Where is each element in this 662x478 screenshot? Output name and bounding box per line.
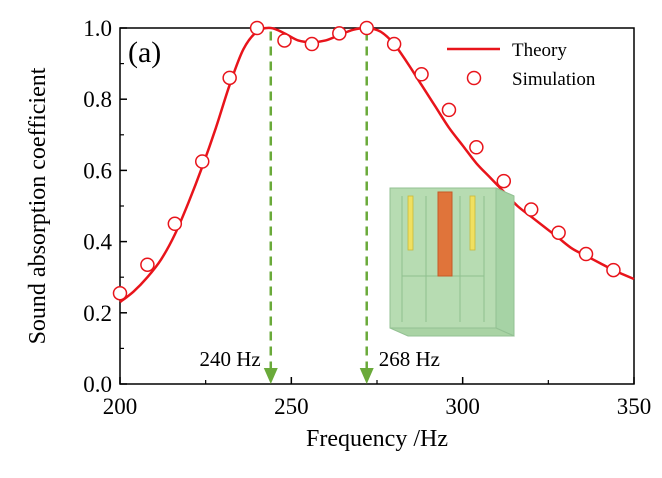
model-bottom-edge [389, 327, 515, 337]
y-tick-label: 0.4 [83, 230, 112, 255]
x-axis-title: Frequency /Hz [306, 426, 448, 452]
legend-label-simulation: Simulation [512, 69, 596, 90]
x-tick-label: 250 [274, 394, 309, 419]
annotation-layer: 240 Hz 268 Hz [200, 31, 440, 384]
x-tick-label: 300 [445, 394, 480, 419]
simulation-point [523, 202, 539, 217]
legend-label-theory: Theory [512, 40, 567, 61]
simulation-point [304, 36, 320, 52]
y-axis-title: Sound absorption coefficient [25, 67, 51, 344]
simulation-point [194, 154, 210, 169]
y-tick-label: 0.8 [83, 87, 112, 112]
simulation-point [167, 216, 183, 232]
simulation-point [332, 26, 347, 41]
simulation-point [496, 173, 512, 189]
simulation-point [578, 246, 594, 262]
model-side-face [495, 187, 515, 337]
simulation-point [469, 140, 484, 155]
y-tick-label: 0.2 [83, 301, 112, 326]
annotation-arrowhead [359, 368, 374, 384]
y-tick-label: 0.6 [83, 158, 112, 183]
annotation-arrowhead [263, 368, 278, 384]
x-tick-label: 350 [617, 394, 652, 419]
simulation-point [222, 70, 237, 86]
simulation-point [441, 102, 457, 118]
x-tick-label: 200 [103, 394, 138, 419]
model-center-tube [437, 191, 453, 277]
annotation-label: 268 Hz [379, 347, 440, 371]
simulation-point [386, 36, 402, 52]
annotation-label: 240 Hz [200, 347, 261, 371]
y-tick-label: 0.0 [83, 372, 112, 397]
legend-marker-simulation [466, 70, 482, 86]
model-left-tube [407, 195, 414, 251]
simulation-point [277, 33, 292, 48]
panel-label: (a) [128, 36, 161, 69]
simulation-point [359, 20, 374, 36]
legend: Theory Simulation [447, 40, 596, 90]
simulation-point [606, 262, 621, 278]
resonator-model-illustration [389, 187, 515, 337]
simulation-point [140, 257, 155, 272]
model-right-tube [469, 195, 476, 251]
simulation-point [414, 67, 429, 82]
y-tick-label: 1.0 [83, 16, 112, 41]
simulation-point [249, 20, 265, 36]
simulation-markers [112, 20, 621, 301]
simulation-point [112, 285, 128, 301]
simulation-point [551, 225, 566, 240]
axis-ticks: 200 250 300 350 0.0 0.2 0.4 0.6 0.8 1.0 [83, 16, 651, 419]
